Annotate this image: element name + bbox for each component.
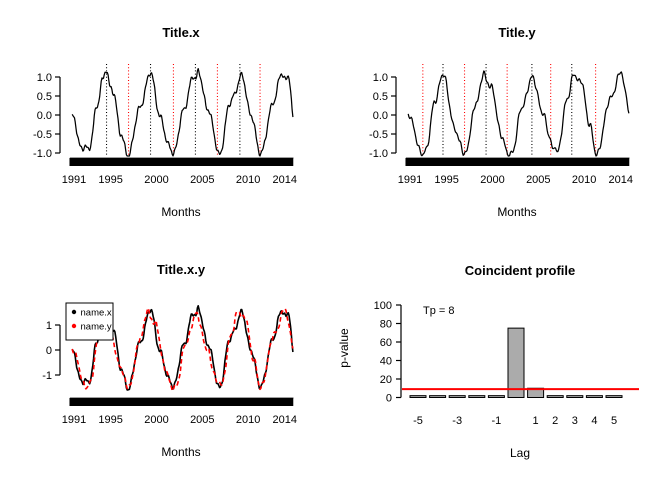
x-tick-label: 2014 [273,174,297,186]
y-tick-label: -0.5 [33,129,52,141]
x-tick-label: 2014 [273,414,297,426]
title-x-plot: 1.0 0.5 0.0 -0.5 -1.0 1991 1995 2000 2005 2010 201… [33,64,297,186]
x-tick-label: 1991 [398,174,422,186]
bar-lag-5 [605,395,623,398]
y-tick-label: 1 [46,320,52,332]
bar-lag--5 [409,395,427,398]
panel-title: Title.y [498,25,536,40]
x-tick-label: 2000 [480,174,504,186]
panel-coincident-profile: Coincident profile 0 20 40 60 80 100 -5 -3 -1 1 2 3… [336,240,672,480]
x-tick-label: 2010 [236,174,260,186]
y-tick-label: -0.5 [369,129,388,141]
x-tick-label: 1991 [62,174,86,186]
panel-title: Coincident profile [464,263,576,278]
legend-label: name.x [81,308,112,319]
x-tick-label: -1 [492,415,502,427]
x-tick-label: 2005 [190,414,214,426]
x-tick-label: 1995 [98,174,122,186]
x-axis-label: Months [161,205,201,219]
title-y-plot: 1.0 0.5 0.0 -0.5 -1.0 1991 1995 2000 2005 2010 201… [369,64,633,186]
bar-lag--1 [487,395,505,398]
x-tick-label: 1995 [434,174,458,186]
y-tick-label: 20 [380,374,392,386]
x-tick-label: -3 [452,415,462,427]
y-tick-label: 0.0 [373,110,388,122]
x-tick-label: 2000 [144,414,168,426]
bar-lag-4 [585,395,603,398]
x-tick-label: 1991 [62,414,86,426]
x-axis-rug [405,157,630,166]
tp-annotation: Tp = 8 [423,305,455,317]
panel-title: Title.x [162,25,200,40]
x-axis-rug [69,157,294,166]
legend-marker-name.y [71,323,77,329]
series-line-name.x [71,67,294,157]
y-tick-label: 40 [380,356,392,368]
legend-marker-name.x [71,309,77,315]
bar-lag-0 [507,327,525,398]
bar-lag--4 [429,395,447,398]
x-tick-label: 2010 [572,174,596,186]
x-tick-label: 1 [533,415,539,427]
legend-label: name.y [81,322,112,333]
bar-lag-3 [566,395,584,398]
y-tick-label: 0.5 [37,91,52,103]
y-tick-label: 0 [386,393,392,405]
x-tick-label: 1995 [98,414,122,426]
x-tick-label: 4 [591,415,597,427]
y-tick-label: 0.0 [37,110,52,122]
title-x-y-plot: 1 0 -1 1991 1995 2000 2005 2010 2014 name.x name.y [42,302,297,426]
panel-title: Title.x.y [156,262,206,277]
y-tick-label: -1 [42,370,52,382]
bar-lag--3 [448,395,466,398]
x-tick-label: 2000 [144,174,168,186]
panel-title-x-y: Title.x.y 1 0 -1 1991 1995 2000 2005 2010 2014 na… [0,240,336,480]
y-tick-label: -1.0 [369,148,388,160]
x-tick-label: 2010 [236,414,260,426]
series-line-name.y [407,70,630,157]
coincident-profile-plot: 0 20 40 60 80 100 -5 -3 -1 1 2 3 4 5 [374,300,639,427]
bar-lag-2 [546,395,564,398]
y-axis-label: p-value [337,328,351,368]
bar-lag--2 [468,395,486,398]
y-tick-label: 60 [380,337,392,349]
y-tick-label: 100 [374,300,392,312]
panel-title-y: Title.y 1.0 0.5 0.0 -0.5 -1.0 1991 1995 2000 200… [336,0,672,240]
x-tick-label: 3 [572,415,578,427]
y-tick-label: 80 [380,319,392,331]
x-tick-label: -5 [413,415,423,427]
y-tick-label: 1.0 [373,72,388,84]
x-axis-label: Lag [509,446,531,460]
y-tick-label: 1.0 [37,72,52,84]
y-tick-label: 0 [46,345,52,357]
y-tick-label: -1.0 [33,148,52,160]
x-axis-rug [69,397,294,406]
x-axis-label: Months [161,445,201,459]
x-tick-label: 2005 [526,174,550,186]
x-axis-label: Months [497,205,537,219]
series-line-name.y [71,307,294,392]
panel-title-x: Title.x 1.0 0.5 0.0 -0.5 -1.0 1991 1995 2000 200… [0,0,336,240]
y-tick-label: 0.5 [373,91,388,103]
legend-box [65,302,114,341]
x-tick-label: 5 [611,415,617,427]
x-tick-label: 2005 [190,174,214,186]
x-tick-label: 2 [552,415,558,427]
x-tick-label: 2014 [609,174,633,186]
